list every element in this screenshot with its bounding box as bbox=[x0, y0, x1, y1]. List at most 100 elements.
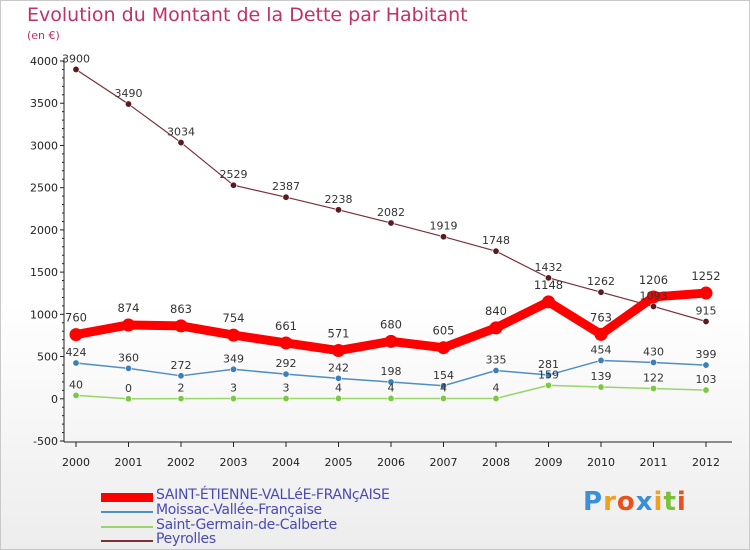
data-label: 915 bbox=[696, 305, 717, 318]
data-label: 242 bbox=[328, 361, 349, 374]
x-tick-label: 2002 bbox=[167, 456, 195, 469]
data-point bbox=[227, 328, 240, 342]
data-label: 4 bbox=[493, 381, 500, 394]
data-label: 754 bbox=[223, 311, 245, 325]
data-point bbox=[125, 364, 133, 372]
data-point bbox=[649, 302, 657, 310]
data-point bbox=[492, 366, 500, 374]
data-point bbox=[699, 286, 713, 300]
data-point bbox=[177, 395, 185, 403]
x-tick-label: 2009 bbox=[535, 456, 563, 469]
data-point bbox=[597, 288, 605, 296]
y-tick-label: 2500 bbox=[30, 182, 58, 195]
data-label: 103 bbox=[696, 373, 717, 386]
data-label: 2238 bbox=[325, 193, 353, 206]
data-label: 4 bbox=[388, 381, 395, 394]
data-point bbox=[492, 394, 500, 402]
chart-title: Evolution du Montant de la Dette par Hab… bbox=[27, 4, 468, 26]
data-point bbox=[489, 321, 503, 335]
data-label: 272 bbox=[171, 359, 192, 372]
x-tick-label: 2000 bbox=[62, 456, 90, 469]
data-label: 2387 bbox=[272, 180, 300, 193]
data-point bbox=[702, 318, 710, 326]
data-label: 40 bbox=[69, 378, 83, 391]
data-point bbox=[649, 384, 657, 392]
data-label: 605 bbox=[433, 324, 455, 338]
data-label: 122 bbox=[643, 371, 664, 384]
data-point bbox=[334, 394, 342, 402]
data-label: 1748 bbox=[482, 234, 510, 247]
data-point bbox=[702, 361, 710, 369]
data-label: 571 bbox=[328, 327, 350, 341]
data-point bbox=[594, 327, 608, 341]
data-label: 3900 bbox=[62, 52, 90, 65]
y-tick-label: 4000 bbox=[30, 55, 58, 68]
y-tick-label: 2000 bbox=[30, 224, 58, 237]
data-label: 1919 bbox=[430, 220, 458, 233]
data-point bbox=[282, 395, 290, 403]
data-point bbox=[230, 181, 238, 189]
data-point bbox=[597, 383, 605, 391]
data-point bbox=[332, 344, 345, 358]
x-tick-label: 2001 bbox=[115, 456, 143, 469]
data-point bbox=[177, 372, 185, 380]
data-label: 661 bbox=[275, 319, 297, 333]
data-label: 760 bbox=[65, 311, 87, 325]
data-label: 454 bbox=[591, 343, 612, 356]
data-label: 840 bbox=[485, 304, 507, 318]
data-label: 349 bbox=[223, 352, 244, 365]
data-point bbox=[387, 378, 395, 386]
data-label: 874 bbox=[118, 301, 140, 315]
x-tick-label: 2011 bbox=[640, 456, 668, 469]
data-point bbox=[72, 65, 80, 73]
data-point bbox=[439, 233, 447, 241]
y-tick-label: 1500 bbox=[30, 266, 58, 279]
data-label: 1206 bbox=[639, 273, 668, 287]
data-point bbox=[174, 319, 188, 333]
logo-letter: t bbox=[663, 487, 677, 517]
data-label: 198 bbox=[381, 365, 402, 378]
y-tick-label: -500 bbox=[33, 435, 58, 448]
data-label: 292 bbox=[276, 357, 297, 370]
legend-label: Peyrolles bbox=[156, 531, 216, 547]
data-labels: 760 874 863 754 661 571 680 605 840 1148 763 1206 12… bbox=[62, 52, 721, 394]
data-label: 430 bbox=[643, 345, 664, 358]
data-label: 863 bbox=[170, 302, 192, 316]
data-point bbox=[72, 391, 80, 399]
data-label: 3034 bbox=[167, 126, 195, 139]
data-point bbox=[387, 394, 395, 402]
data-point bbox=[544, 381, 552, 389]
data-point bbox=[177, 139, 185, 147]
data-point bbox=[439, 394, 447, 402]
data-markers bbox=[69, 65, 713, 403]
y-tick-label: 1000 bbox=[30, 308, 58, 321]
x-tick-label: 2004 bbox=[272, 456, 300, 469]
series-lines bbox=[71, 68, 711, 400]
data-point bbox=[597, 356, 605, 364]
legend-label: Saint-Germain-de-Calberte bbox=[156, 517, 337, 533]
data-label: 154 bbox=[433, 369, 454, 382]
data-label: 763 bbox=[590, 310, 612, 324]
legend-label: SAINT-ÉTIENNE-VALLéE-FRANçAISE bbox=[156, 487, 390, 503]
data-point bbox=[282, 193, 290, 201]
data-label: 4 bbox=[440, 381, 447, 394]
data-label: 360 bbox=[118, 351, 139, 364]
data-label: 2529 bbox=[220, 168, 248, 181]
data-point bbox=[544, 274, 552, 282]
data-point bbox=[542, 295, 555, 309]
y-tick-label: 0 bbox=[51, 393, 58, 406]
axes: -500 0 500 1000 1500 2000 2500 3000 3500 4000 2000… bbox=[30, 55, 732, 469]
data-label: 335 bbox=[486, 353, 507, 366]
data-label: 1432 bbox=[535, 261, 563, 274]
data-point bbox=[230, 395, 238, 403]
x-tick-label: 2005 bbox=[325, 456, 353, 469]
data-label: 3 bbox=[283, 382, 290, 395]
data-point bbox=[649, 358, 657, 366]
x-tick-label: 2007 bbox=[430, 456, 458, 469]
data-label: 1252 bbox=[691, 269, 720, 283]
data-point bbox=[230, 365, 238, 373]
data-point bbox=[492, 247, 500, 255]
legend-swatch bbox=[101, 526, 153, 528]
